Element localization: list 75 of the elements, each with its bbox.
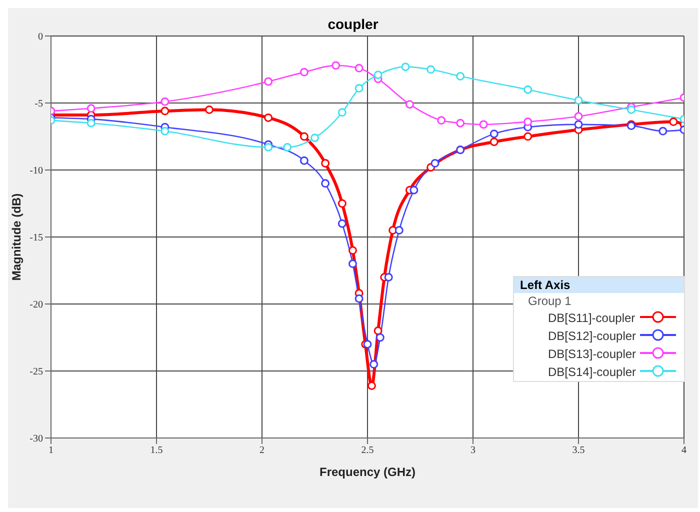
point bbox=[370, 360, 378, 369]
point bbox=[338, 219, 346, 228]
point bbox=[160, 126, 170, 136]
point bbox=[524, 118, 532, 126]
point bbox=[86, 104, 96, 113]
point bbox=[367, 381, 376, 390]
x-tick-label: 3 bbox=[470, 445, 476, 456]
chart-title: coupler bbox=[326, 16, 380, 32]
point bbox=[574, 120, 583, 129]
point bbox=[283, 142, 292, 152]
point bbox=[574, 112, 583, 121]
y-tick-label: -30 bbox=[30, 434, 43, 445]
point bbox=[490, 130, 498, 138]
legend-label: DB[S12]-coupler bbox=[548, 329, 636, 343]
legend-label: DB[S13]-coupler bbox=[548, 347, 636, 361]
point bbox=[205, 105, 214, 114]
point bbox=[264, 142, 273, 152]
point bbox=[405, 100, 414, 109]
point bbox=[627, 105, 636, 114]
legend-label: DB[S14]-coupler bbox=[548, 365, 636, 379]
point bbox=[374, 70, 382, 80]
point bbox=[456, 118, 465, 128]
point bbox=[374, 326, 382, 336]
point bbox=[426, 65, 436, 74]
point bbox=[401, 62, 410, 72]
point bbox=[300, 132, 308, 141]
point bbox=[658, 126, 668, 136]
legend-label: DB[S11]-coupler bbox=[548, 311, 636, 325]
point bbox=[338, 108, 346, 117]
y-tick-label: 0 bbox=[38, 32, 43, 43]
point bbox=[264, 113, 273, 122]
point bbox=[524, 85, 532, 94]
point bbox=[86, 118, 96, 128]
point bbox=[332, 61, 340, 70]
point bbox=[300, 156, 308, 165]
x-tick-label: 2.5 bbox=[361, 445, 374, 456]
point bbox=[437, 116, 446, 125]
point bbox=[524, 132, 532, 141]
point bbox=[384, 272, 393, 282]
y-tick-label: -15 bbox=[30, 232, 43, 244]
point bbox=[669, 118, 678, 126]
point bbox=[348, 246, 357, 255]
point bbox=[410, 186, 418, 194]
point bbox=[430, 159, 440, 168]
y-tick-label: -5 bbox=[34, 98, 43, 110]
point bbox=[310, 134, 319, 142]
annotation: Group 1 bbox=[527, 293, 572, 309]
y-axis-title: Magnitude (dB) bbox=[9, 193, 24, 281]
point bbox=[574, 96, 583, 105]
point bbox=[354, 294, 364, 303]
y-tick-label: -10 bbox=[30, 166, 43, 177]
point bbox=[338, 199, 346, 208]
point bbox=[160, 106, 170, 116]
point bbox=[264, 77, 273, 86]
y-tick-label: -25 bbox=[30, 366, 43, 378]
point bbox=[490, 138, 498, 146]
point bbox=[348, 260, 357, 268]
x-tick-label: 2 bbox=[260, 445, 264, 456]
point bbox=[321, 159, 330, 168]
point bbox=[479, 120, 488, 129]
x-axis-title: Frequency (GHz) bbox=[319, 465, 416, 479]
x-tick-label: 1.5 bbox=[150, 445, 163, 456]
point bbox=[300, 68, 308, 76]
y-tick-label: -20 bbox=[30, 300, 43, 311]
x-tick-label: 1 bbox=[48, 445, 54, 456]
point bbox=[354, 84, 364, 93]
legend-title: Left Axis bbox=[520, 278, 570, 292]
point bbox=[160, 97, 170, 106]
x-tick-label: 3.5 bbox=[572, 445, 585, 456]
point bbox=[354, 64, 364, 72]
point bbox=[456, 72, 465, 80]
point bbox=[394, 226, 404, 235]
x-tick-label: 4 bbox=[682, 445, 686, 456]
point bbox=[376, 333, 384, 342]
point bbox=[321, 179, 330, 188]
